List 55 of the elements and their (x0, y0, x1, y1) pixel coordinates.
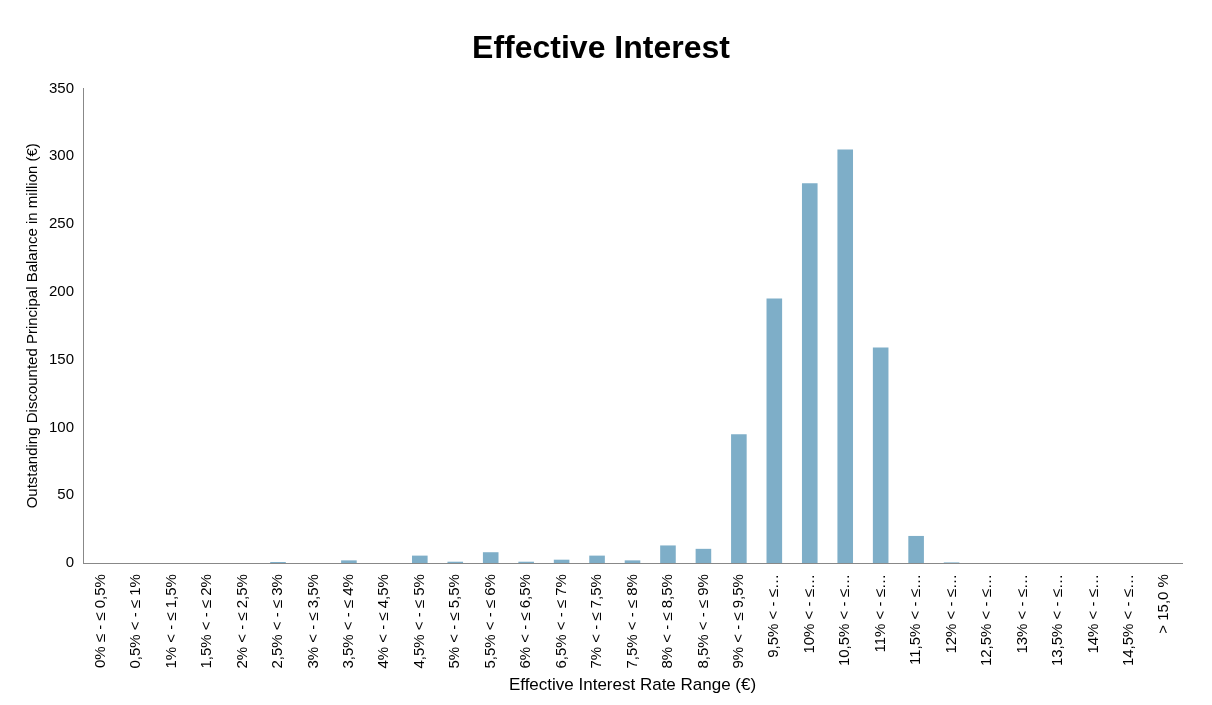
x-tick-label: 6% < - ≤ 6,5% (516, 574, 534, 669)
x-tick-label: 3% < - ≤ 3,5% (303, 574, 321, 669)
x-tick-label: 7% < - ≤ 7,5% (587, 574, 605, 669)
bar (341, 560, 357, 564)
bar (908, 535, 924, 564)
x-tick-label: 7,5% < - ≤ 8% (622, 574, 640, 669)
x-tick-label: > 15,0 % (1154, 574, 1172, 634)
x-tick-label: 8,5% < - ≤ 9% (693, 574, 711, 669)
x-tick-label: 5,5% < - ≤ 6% (480, 574, 498, 669)
y-tick-label: 250 (49, 214, 75, 232)
chart-title: Effective Interest (472, 29, 731, 66)
x-tick-label: 1% < - ≤ 1,5% (161, 574, 179, 669)
x-tick-label: 14,5% < - ≤… (1118, 574, 1136, 667)
x-tick-label: 14% < - ≤… (1083, 574, 1101, 654)
x-tick-label: 8% < - ≤ 8,5% (658, 574, 676, 669)
x-tick-label: 2,5% < - ≤ 3% (268, 574, 286, 669)
x-tick-label: 10,5% < - ≤… (835, 574, 853, 667)
y-tick-label: 50 (57, 485, 75, 503)
x-tick-label: 13% < - ≤… (1012, 574, 1030, 654)
x-tick-label: 9,5% < - ≤… (764, 574, 782, 658)
bar (482, 552, 499, 564)
y-tick-label: 0 (65, 553, 75, 571)
bar (872, 347, 889, 564)
bar (695, 548, 712, 564)
x-axis-title: Effective Interest Rate Range (€) (508, 675, 757, 695)
bar (766, 298, 783, 564)
bar (624, 560, 641, 564)
y-tick-label: 350 (49, 78, 75, 96)
y-axis-title: Outstanding Discounted Principal Balance in million (€) (23, 143, 41, 509)
bar (837, 149, 854, 564)
x-tick-label: 4,5% < - ≤ 5% (409, 574, 427, 669)
x-tick-label: 3,5% < - ≤ 4% (339, 574, 357, 669)
x-tick-label: 1,5% < - ≤ 2% (197, 574, 215, 669)
x-tick-label: 11,5% < - ≤… (906, 574, 924, 665)
x-tick-label: 10% < - ≤… (799, 574, 817, 654)
bar (412, 555, 428, 564)
x-tick-label: 11% < - ≤… (870, 574, 888, 653)
y-tick-label: 100 (49, 417, 75, 435)
x-tick-label: 6,5% < - ≤ 7% (551, 574, 569, 669)
x-tick-label: 0,5% < - ≤ 1% (126, 574, 144, 669)
bar (731, 434, 747, 564)
x-tick-label: 12,5% < - ≤… (977, 574, 995, 667)
x-tick-label: 9% < - ≤ 9,5% (729, 574, 747, 669)
x-tick-label: 13,5% < - ≤… (1048, 574, 1066, 667)
bar (589, 555, 605, 564)
y-tick-label: 200 (49, 281, 75, 299)
y-tick-label: 300 (49, 146, 75, 164)
x-tick-label: 4% < - ≤ 4,5% (374, 574, 392, 669)
bar (801, 183, 818, 564)
x-tick-label: 5% < - ≤ 5,5% (445, 574, 463, 669)
x-tick-label: 0% ≤ - ≤ 0,5% (90, 574, 108, 669)
x-tick-label: 2% < - ≤ 2,5% (232, 574, 250, 669)
bar (660, 545, 676, 564)
x-tick-label: 12% < - ≤… (941, 574, 959, 654)
y-tick-label: 150 (49, 349, 75, 367)
